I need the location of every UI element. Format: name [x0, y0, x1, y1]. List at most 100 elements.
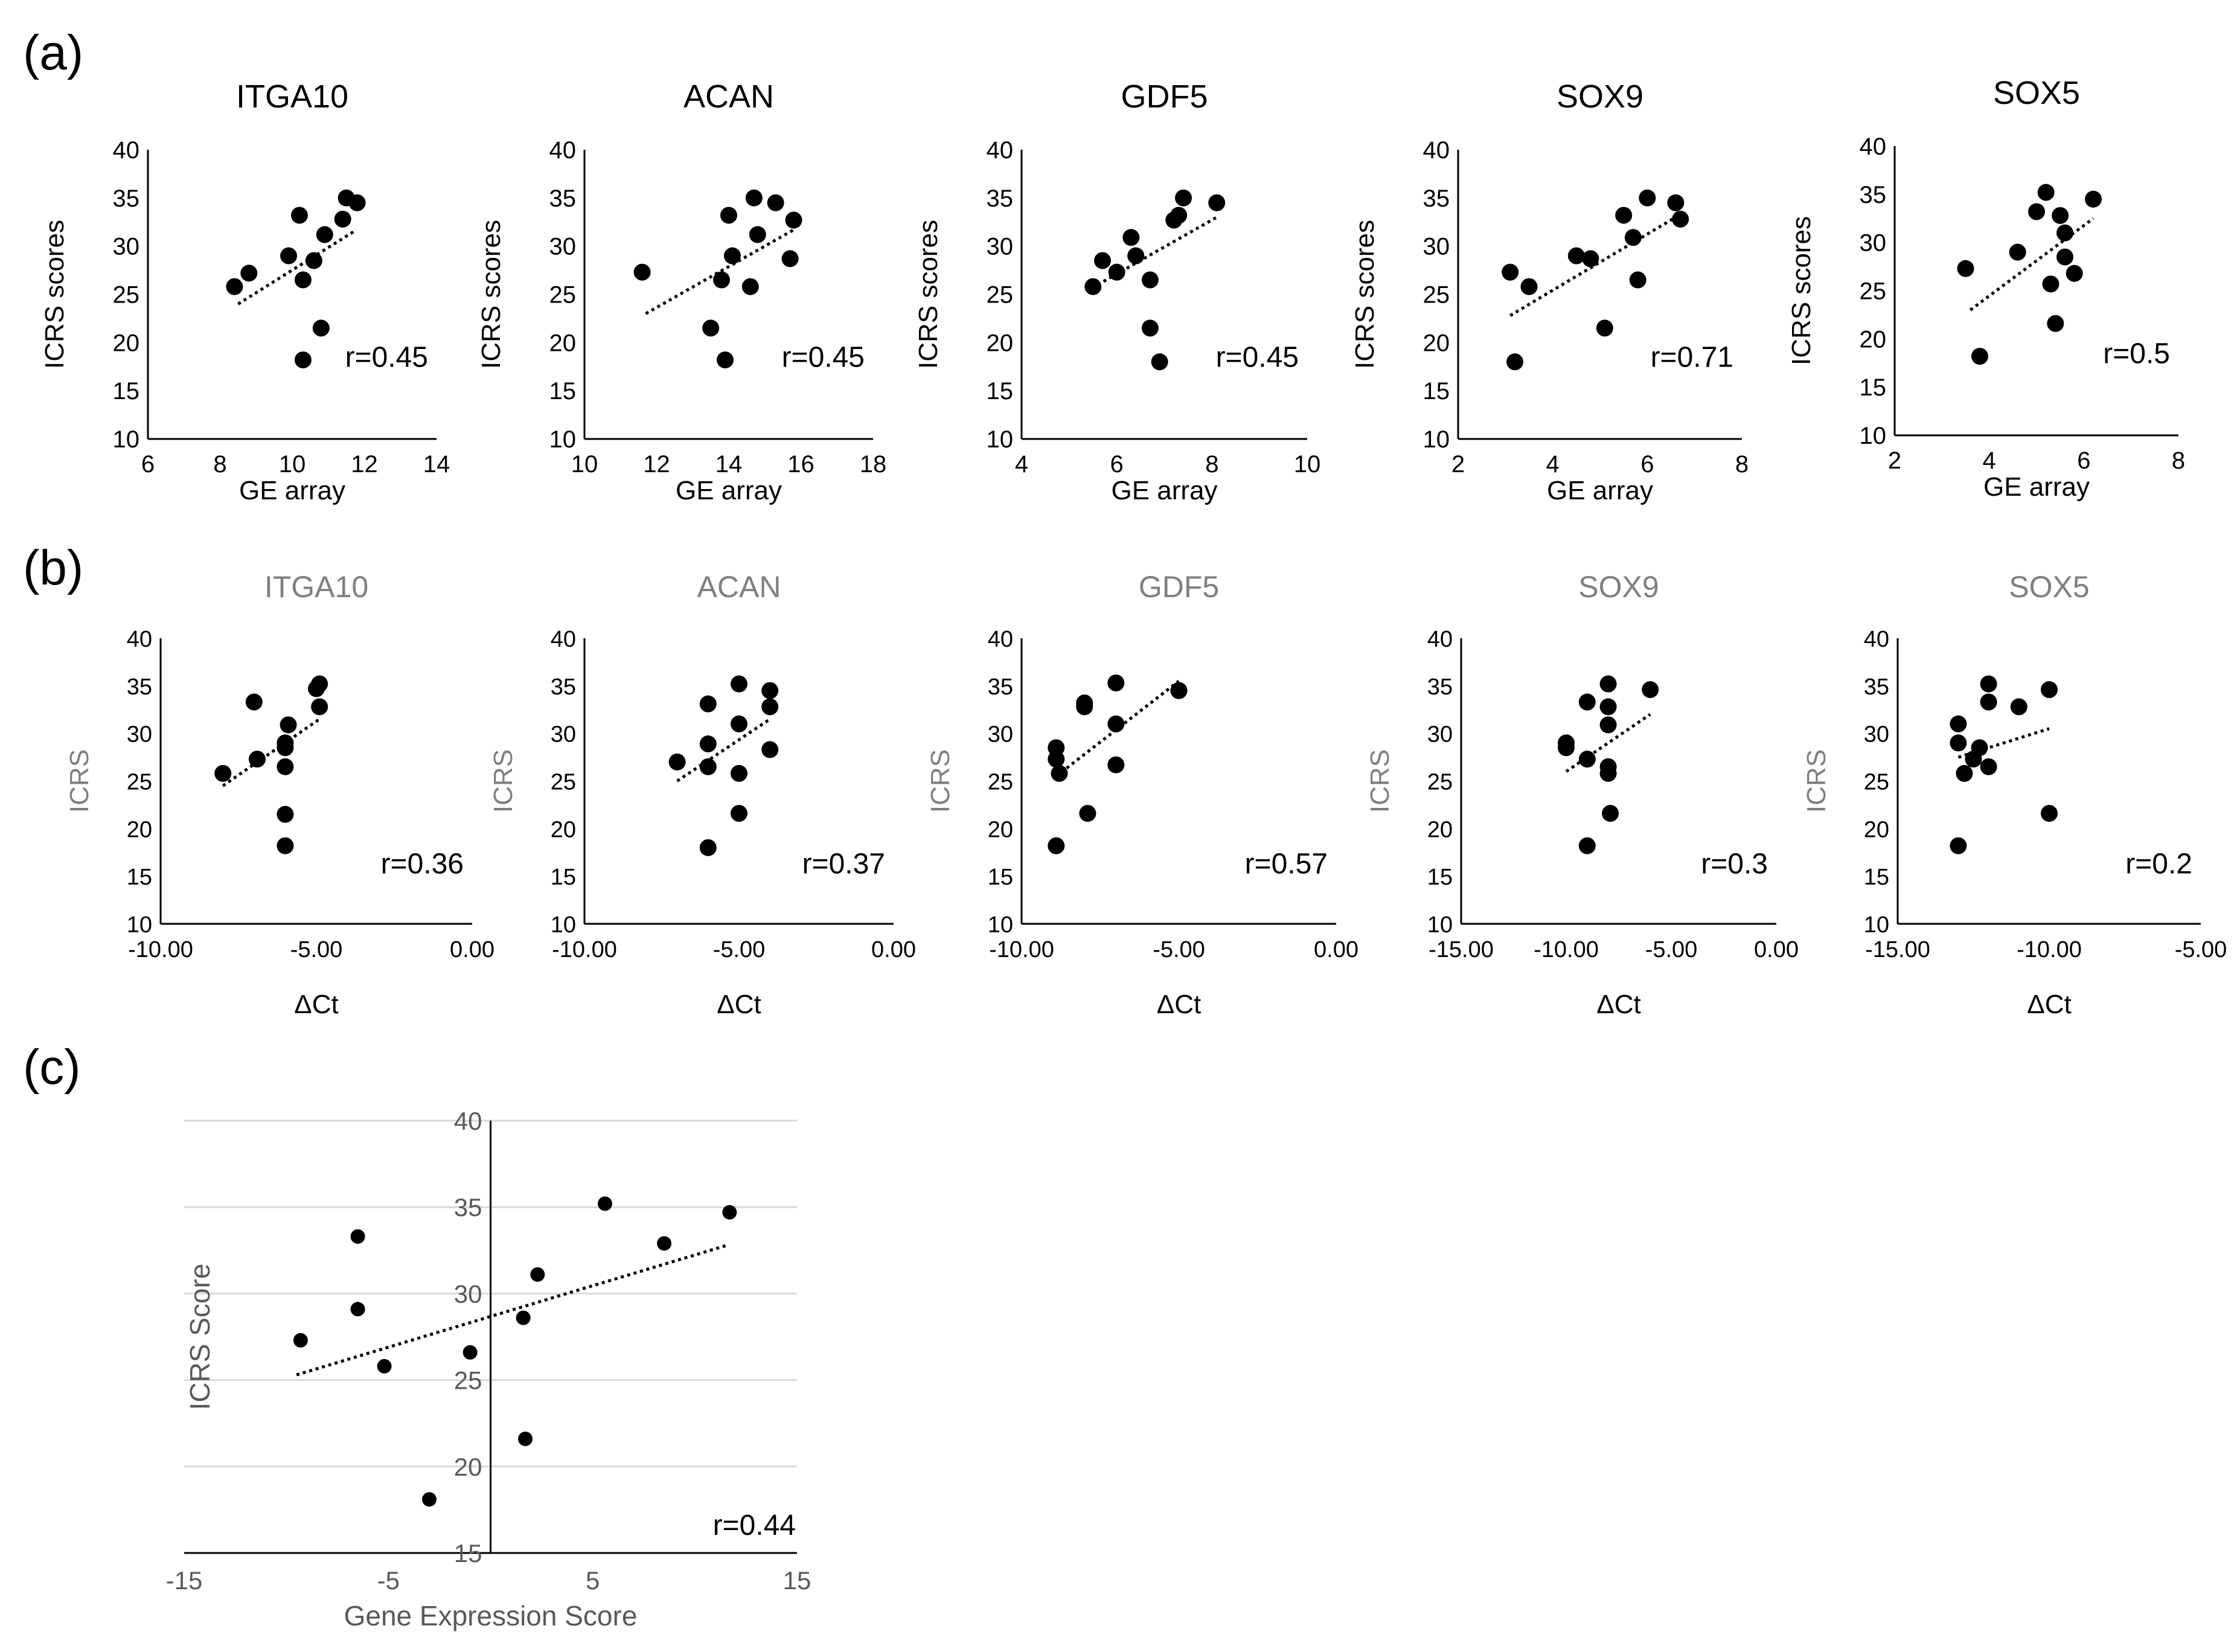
data-point — [723, 247, 741, 264]
data-point — [1520, 278, 1538, 295]
data-point — [1642, 681, 1659, 699]
y-tick-label: 40 — [987, 137, 1014, 164]
chart-9: 10 15 20 25 30 35 40 -15.00 -10.00 -5.00 0.00 ΔCt IC… — [1365, 570, 1799, 1019]
y-tick-label: 10 — [551, 912, 576, 938]
r-annotation: r=0.2 — [2125, 848, 2192, 880]
x-tick-label: 14 — [715, 451, 743, 478]
r-annotation: r=0.45 — [345, 341, 428, 373]
y-tick-label: 20 — [988, 817, 1013, 842]
y-tick-label: 15 — [1423, 378, 1450, 405]
y-tick-label: 35 — [127, 674, 152, 700]
data-point — [597, 1196, 612, 1211]
data-point — [1048, 837, 1065, 854]
data-point — [377, 1359, 392, 1374]
data-point — [1599, 675, 1617, 693]
data-point — [348, 194, 366, 211]
data-point — [1596, 319, 1613, 337]
y-tick-label: 20 — [551, 817, 576, 842]
y-tick-label: 30 — [549, 234, 577, 260]
chart-title: SOX5 — [2009, 570, 2089, 604]
chart-title: SOX9 — [1578, 570, 1659, 604]
y-tick-label: 10 — [549, 426, 577, 453]
y-tick-label: 10 — [1423, 426, 1450, 453]
data-point — [1094, 252, 1112, 269]
data-point — [1558, 739, 1575, 757]
x-tick-label: 16 — [787, 451, 814, 478]
y-tick-label: 25 — [1864, 770, 1889, 795]
data-point — [1107, 715, 1125, 732]
x-tick-label: 18 — [860, 451, 887, 478]
x-tick-label: 8 — [1205, 451, 1218, 478]
r-annotation: r=0.71 — [1651, 341, 1733, 373]
data-point — [305, 252, 322, 269]
x-tick-label: 8 — [1735, 451, 1749, 478]
data-point — [1141, 271, 1159, 289]
y-tick-label: 40 — [1427, 627, 1453, 652]
y-tick-label: 35 — [551, 674, 576, 700]
data-point — [277, 837, 294, 854]
data-point — [731, 805, 747, 822]
y-axis-label: ICRS scores — [40, 220, 69, 369]
y-tick-label: 15 — [988, 865, 1013, 890]
y-tick-label: 30 — [988, 722, 1013, 748]
chart-7: 10 15 20 25 30 35 40 -10.00 -5.00 0.00 ΔCt ICRS ACAN… — [488, 570, 916, 1019]
r-annotation: r=0.44 — [713, 1510, 796, 1542]
data-point — [1578, 751, 1596, 768]
data-point — [1639, 189, 1656, 206]
chart-1: 10 15 20 25 30 35 40 6 8 10 12 14 GE array ICRS score… — [40, 78, 450, 505]
x-axis-label: GE array — [239, 476, 345, 505]
y-tick-label: 40 — [1423, 137, 1450, 164]
trendline — [645, 228, 795, 315]
data-point — [761, 698, 779, 716]
y-tick-label: 20 — [987, 330, 1014, 356]
x-tick-label: 6 — [141, 451, 155, 478]
data-point — [2041, 805, 2058, 822]
data-point — [731, 675, 747, 693]
y-axis-label: ICRS scores — [1350, 220, 1380, 369]
y-tick-label: 30 — [1427, 722, 1453, 748]
data-point — [761, 741, 779, 758]
chart-10: 10 15 20 25 30 35 40 -15.00 -10.00 -5.00 ΔCt ICRS SO… — [1802, 570, 2227, 1019]
x-tick-label: -15.00 — [1865, 937, 1930, 962]
data-point — [1107, 674, 1125, 692]
data-point — [1170, 206, 1188, 224]
chart-title: ACAN — [697, 570, 781, 604]
y-tick-label: 15 — [549, 378, 577, 405]
y-tick-label: 10 — [1860, 423, 1887, 449]
data-point — [1971, 348, 1988, 365]
x-tick-label: -10.00 — [989, 937, 1054, 962]
chart-title: ITGA10 — [236, 78, 348, 115]
r-annotation: r=0.3 — [1701, 848, 1768, 880]
y-tick-label: 25 — [113, 282, 140, 309]
trendline — [676, 717, 771, 783]
x-tick-label: 14 — [423, 451, 450, 478]
data-point — [516, 1310, 531, 1325]
chart-5: 10 15 20 25 30 35 40 2 4 6 8 GE array ICRS scores SOX… — [1787, 75, 2185, 502]
y-tick-label: 10 — [113, 426, 140, 453]
x-tick-label: -10.00 — [2017, 937, 2082, 962]
x-axis-label: Gene Expression Score — [344, 1600, 638, 1631]
x-axis-label: GE array — [676, 476, 782, 505]
y-tick-label: 40 — [1864, 627, 1889, 652]
data-point — [245, 693, 263, 711]
x-tick-label: 5 — [586, 1566, 600, 1595]
data-point — [277, 734, 294, 752]
y-tick-label: 25 — [551, 770, 576, 795]
y-tick-label: 40 — [551, 627, 576, 652]
y-tick-label: 35 — [988, 674, 1013, 700]
x-axis-label: GE array — [1983, 472, 2090, 502]
x-tick-label: 2 — [1888, 447, 1901, 474]
data-point — [1629, 271, 1647, 289]
data-point — [699, 839, 717, 856]
y-tick-label: 15 — [127, 865, 152, 890]
y-tick-label: 40 — [127, 627, 152, 652]
x-tick-label: 12 — [351, 451, 378, 478]
x-axis-label: GE array — [1111, 476, 1217, 505]
y-tick-label: 20 — [127, 817, 152, 842]
chart-2: 10 15 20 25 30 35 40 10 12 14 16 18 GE array ICRS sco… — [476, 78, 886, 505]
chart-title: SOX9 — [1557, 78, 1643, 115]
data-point — [294, 271, 312, 289]
y-tick-label: 35 — [454, 1193, 482, 1221]
data-point — [1107, 756, 1125, 773]
y-axis-label: ICRS scores — [914, 220, 943, 369]
